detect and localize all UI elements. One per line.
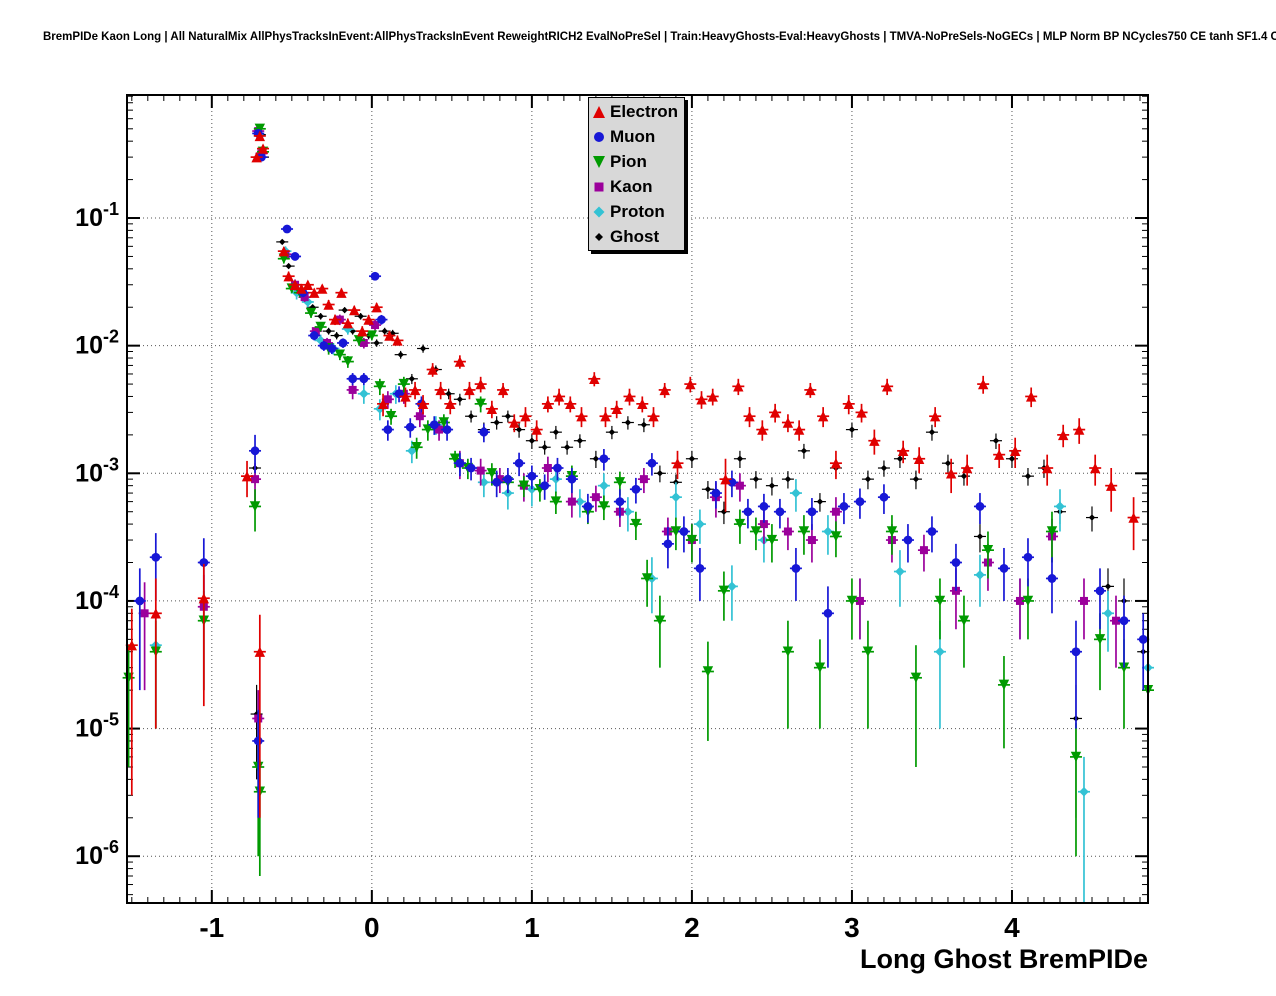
legend-item-electron: Electron [589,99,684,124]
series-electron [125,130,1140,818]
svg-text:4: 4 [1004,912,1020,943]
legend-marker-triangle-up-icon [593,105,605,118]
svg-text:10-5: 10-5 [75,710,119,743]
series-muon [133,129,1150,818]
legend: Electron Muon Pion Kaon Proton Ghost [588,97,686,251]
svg-text:10-1: 10-1 [75,199,119,232]
legend-item-pion: Pion [589,149,684,174]
svg-text:2: 2 [684,912,700,943]
svg-text:10-6: 10-6 [75,837,119,870]
legend-label: Ghost [610,226,660,246]
svg-text:10-4: 10-4 [75,582,119,615]
svg-text:10-3: 10-3 [75,454,119,487]
x-axis-label: Long Ghost BremPIDe [859,944,1148,974]
legend-item-muon: Muon [589,124,684,149]
legend-item-proton: Proton [589,199,684,224]
legend-label: Muon [610,126,656,146]
legend-item-ghost: Ghost [589,224,684,249]
svg-text:0: 0 [364,912,380,943]
plot-title: BremPIDe Kaon Long | All NaturalMix AllP… [43,31,1276,43]
svg-text:-1: -1 [199,912,224,943]
legend-item-kaon: Kaon [589,174,684,199]
legend-label: Kaon [610,176,653,196]
legend-label: Pion [610,151,647,171]
legend-marker-circle-icon [594,131,604,142]
legend-marker-diamond-icon [593,206,605,217]
svg-text:3: 3 [844,912,860,943]
legend-marker-triangle-down-icon [593,155,605,168]
legend-marker-square-icon [594,182,604,191]
legend-label: Electron [610,101,679,121]
svg-text:10-2: 10-2 [75,327,119,360]
svg-text:1: 1 [524,912,540,943]
legend-marker-small-diamond-icon [595,232,603,241]
legend-label: Proton [610,201,665,221]
